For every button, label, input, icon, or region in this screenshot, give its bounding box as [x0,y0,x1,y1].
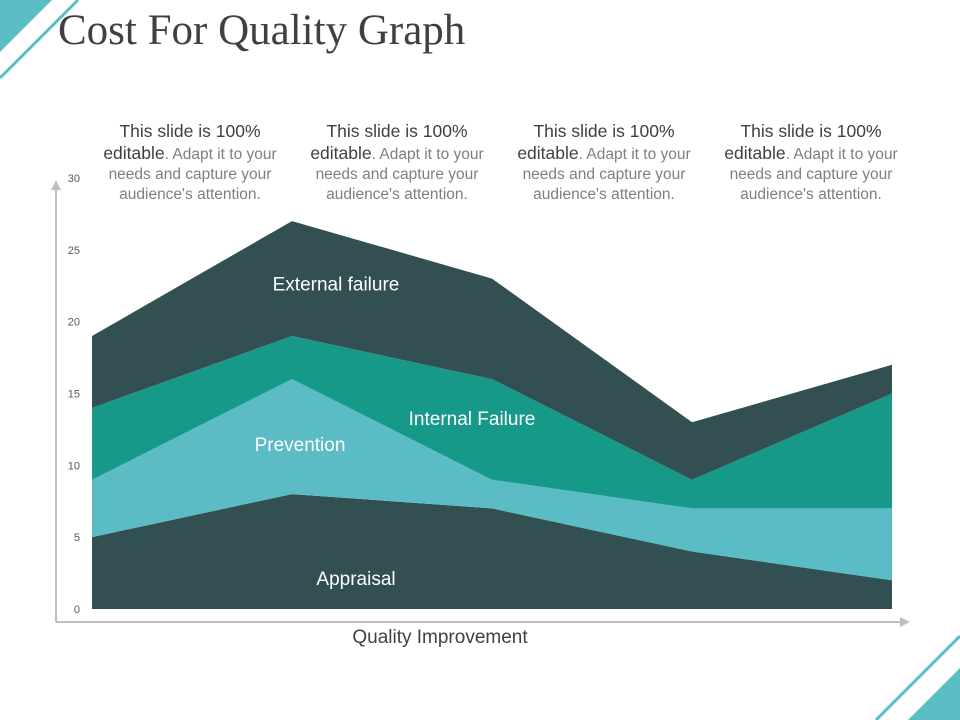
area-appraisal [92,494,892,609]
corner-decoration-top-left [0,0,80,80]
y-axis-arrow-icon [51,180,61,190]
area-label-appraisal: Appraisal [316,569,395,590]
note-3-strong: This slide is 100% editable [517,121,675,163]
y-tick-label: 10 [68,460,80,472]
note-4-strong: This slide is 100% editable [724,121,882,163]
axes [51,180,910,627]
text-note-2: This slide is 100% editable. Adapt it to… [297,121,497,205]
y-tick-label: 15 [68,389,80,401]
area-internal-failure [92,336,892,509]
area-label-internal-failure: Internal Failure [409,409,536,430]
note-1-strong: This slide is 100% editable [103,121,261,163]
area-label-prevention: Prevention [255,435,346,456]
slide-title: Cost For Quality Graph [58,7,466,54]
area-label-external-failure: External failure [273,275,400,296]
note-1-rest: . Adapt it to your needs and capture you… [108,146,277,203]
corner-decoration-bottom-right [874,634,960,720]
x-axis-arrow-icon [900,617,910,627]
text-note-1: This slide is 100% editable. Adapt it to… [90,121,290,205]
y-tick-label: 25 [68,245,80,257]
x-axis-label: Quality Improvement [352,627,528,648]
area-external-failure [92,221,892,480]
text-note-3: This slide is 100% editable. Adapt it to… [504,121,704,205]
text-note-4: This slide is 100% editable. Adapt it to… [711,121,911,205]
y-tick-label: 30 [68,173,80,185]
y-axis-ticks: 0 5 10 15 20 25 30 [68,173,80,616]
note-4-rest: . Adapt it to your needs and capture you… [729,146,898,203]
y-tick-label: 0 [74,604,80,616]
note-2-strong: This slide is 100% editable [310,121,468,163]
area-labels: Appraisal Prevention Internal Failure Exter… [255,275,536,590]
note-2-rest: . Adapt it to your needs and capture you… [315,146,484,203]
area-layers [92,221,892,609]
note-3-rest: . Adapt it to your needs and capture you… [522,146,691,203]
y-tick-label: 5 [74,532,80,544]
y-tick-label: 20 [68,317,80,329]
